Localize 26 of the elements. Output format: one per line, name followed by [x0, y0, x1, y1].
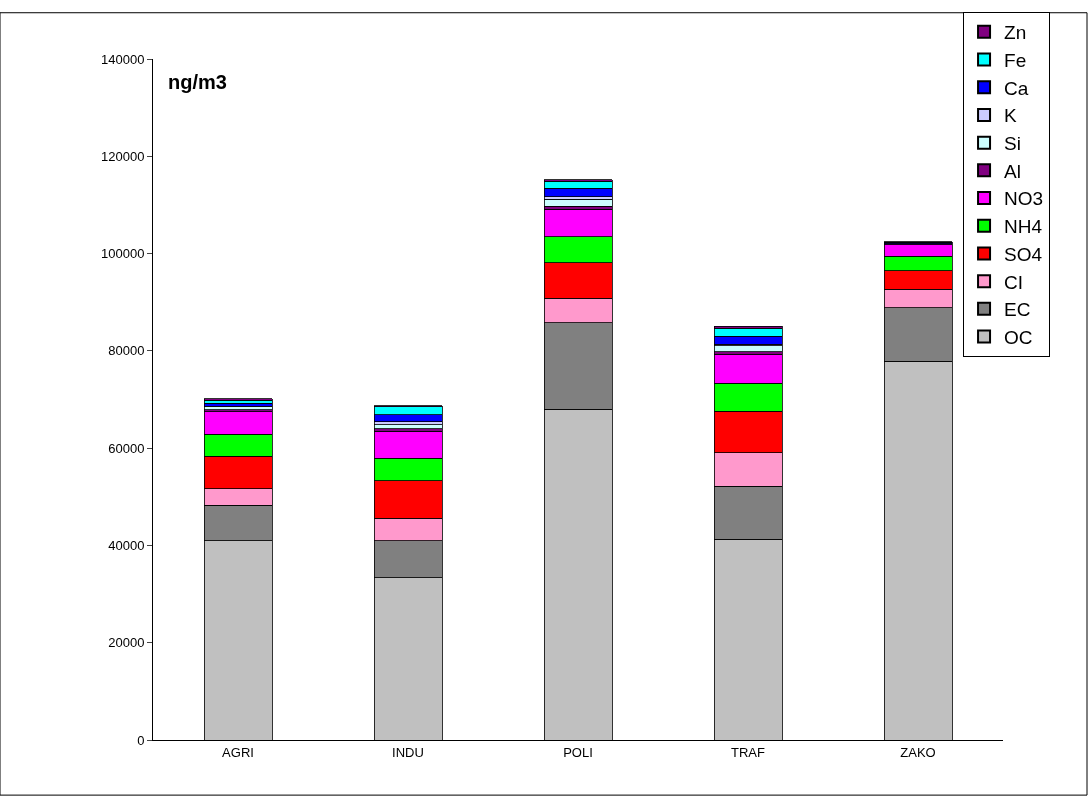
legend-label: OC [1004, 326, 1033, 348]
x-tick-label: ZAKO [900, 744, 936, 760]
y-tick-label: 60000 [108, 440, 145, 456]
y-tick-label: 40000 [108, 537, 145, 553]
y-tick-label: 100000 [101, 246, 145, 262]
legend-label: NH4 [1004, 216, 1043, 238]
legend-label: NO3 [1004, 188, 1044, 210]
x-tick-label: AGRI [222, 744, 254, 760]
legend-label: SO4 [1004, 243, 1043, 265]
y-tick-label: 0 [137, 732, 145, 748]
legend-label: EC [1004, 299, 1031, 321]
legend-label: CI [1004, 271, 1024, 293]
legend-label: Zn [1004, 22, 1027, 44]
y-tick-label: 80000 [108, 343, 145, 359]
legend-label: K [1004, 105, 1018, 127]
legend-label: Al [1004, 160, 1021, 182]
x-tick-label: POLI [563, 744, 593, 760]
y-tick-label: 140000 [101, 51, 145, 67]
annotation: ng/m3 [168, 71, 227, 93]
legend-label: Si [1004, 133, 1021, 155]
legend-label: Ca [1004, 77, 1029, 99]
x-tick-label: TRAF [731, 744, 766, 760]
y-tick-label: 20000 [108, 635, 145, 651]
y-tick-label: 120000 [101, 148, 145, 164]
x-tick-label: INDU [392, 744, 424, 760]
legend-label: Fe [1004, 49, 1027, 71]
